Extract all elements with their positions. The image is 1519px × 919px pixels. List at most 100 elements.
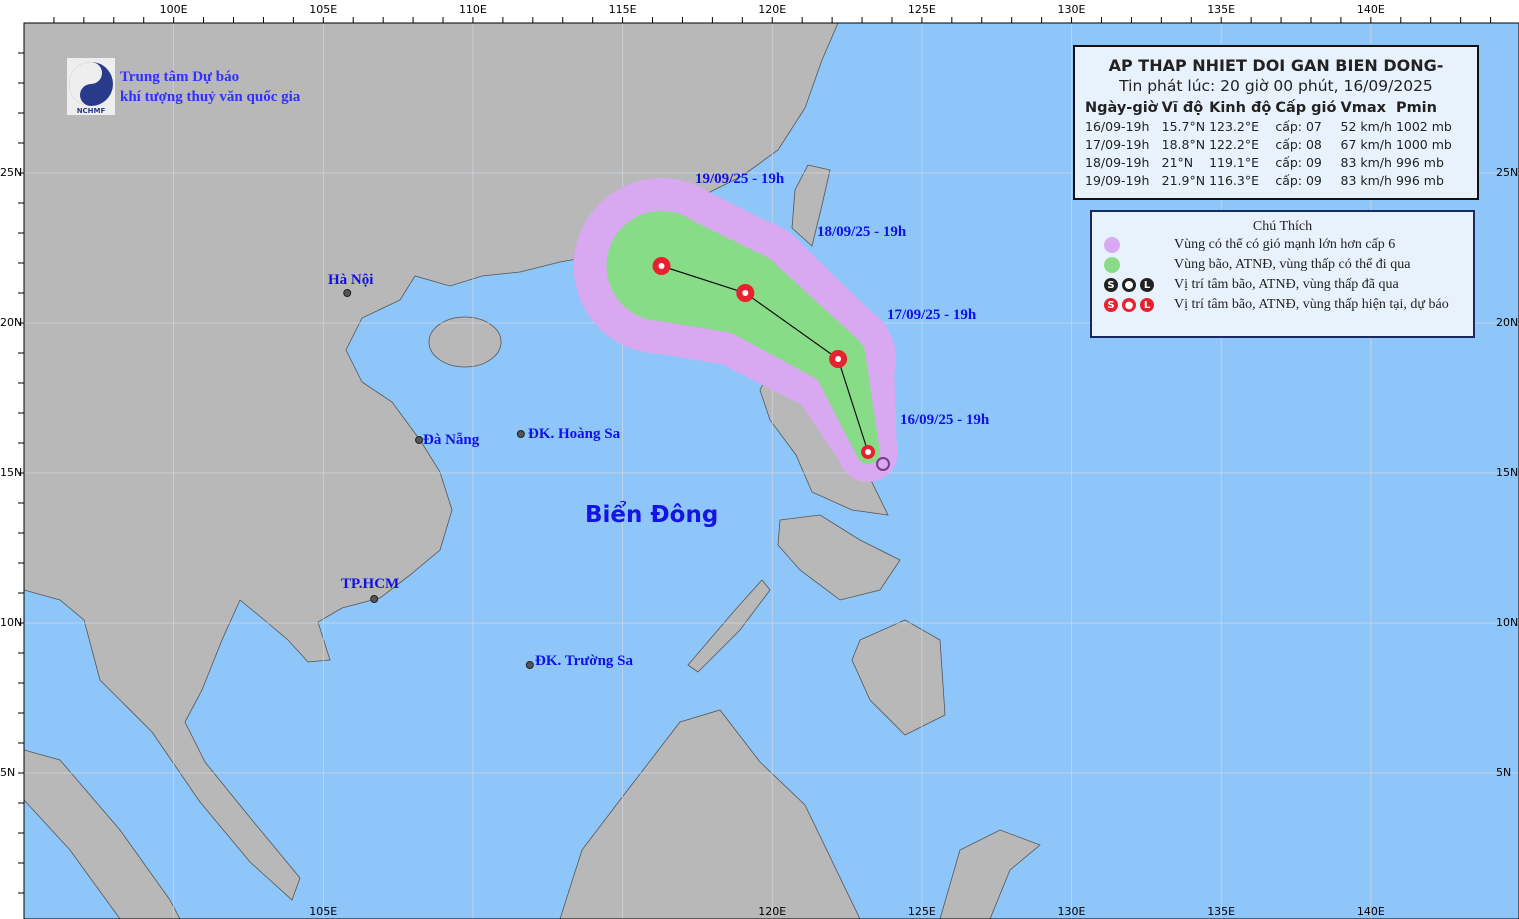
- legend-item-wind-area: Vùng có thể có gió mạnh lớn hơn cấp 6: [1092, 235, 1473, 255]
- axis-label: 15N: [1496, 466, 1519, 479]
- column-header: Vĩ độ: [1161, 100, 1204, 116]
- axis-label: 140E: [1356, 905, 1385, 918]
- table-cell: 19/09-19h: [1085, 173, 1150, 188]
- axis-label: 105E: [309, 3, 338, 16]
- axis-label: 20N: [0, 316, 23, 329]
- axis-label: 120E: [758, 905, 787, 918]
- axis-label: 15N: [0, 466, 23, 479]
- axis-label: 135E: [1207, 3, 1236, 16]
- green-dot-icon: [1104, 257, 1120, 273]
- table-row: 18/09-19h 21°N 119.1°E cấp: 09 83 km/h 996 mb: [1085, 154, 1456, 172]
- table-cell: 996 mb: [1395, 173, 1444, 188]
- legend-label: Vùng bão, ATNĐ, vùng thấp có thể đi qua: [1174, 257, 1411, 272]
- storm-track: [343, 257, 891, 669]
- table-cell: cấp: 07: [1275, 119, 1322, 134]
- map-frame: [23, 22, 1519, 919]
- column-header: Pmin: [1395, 100, 1437, 116]
- table-cell: 52 km/h: [1340, 119, 1392, 134]
- axis-label: 5N: [0, 766, 16, 779]
- legend-label: Vị trí tâm bão, ATNĐ, vùng thấp hiện tại…: [1174, 297, 1449, 312]
- organization-name: Trung tâm Dự báo khí tượng thuỷ văn quốc…: [120, 67, 300, 107]
- legend-item-forecast-positions: S ● L Vị trí tâm bão, ATNĐ, vùng thấp hiện …: [1092, 295, 1473, 315]
- table-cell: 21.9°N: [1161, 173, 1206, 188]
- axis-label: 130E: [1057, 905, 1086, 918]
- org-line1: Trung tâm Dự báo: [120, 69, 240, 85]
- table-row: 16/09-19h 15.7°N 123.2°E cấp: 07 52 km/h 1002…: [1085, 118, 1456, 136]
- land-hainan: [428, 316, 502, 368]
- land-borneo: [559, 709, 861, 919]
- table-cell: 15.7°N: [1161, 119, 1206, 134]
- typhoon-icon: S: [1104, 298, 1118, 312]
- axis-label: 140E: [1356, 3, 1385, 16]
- low-icon: L: [1140, 298, 1154, 312]
- table-cell: 122.2°E: [1209, 137, 1260, 152]
- axis-label: 130E: [1057, 3, 1086, 16]
- legend-box: Chú Thích Vùng có thể có gió mạnh lớn hơ…: [1090, 210, 1475, 338]
- past-position-icon: [876, 457, 891, 471]
- axis-label: 135E: [1207, 905, 1236, 918]
- bulletin-issued: Tin phát lúc: 20 giờ 00 phút, 16/09/2025: [1119, 77, 1433, 95]
- axis-label: 110E: [458, 3, 487, 16]
- legend-item-past-positions: S L Vị trí tâm bão, ATNĐ, vùng thấp đã qua: [1092, 275, 1473, 295]
- place-marker-icon: [516, 430, 525, 438]
- circle-icon: [1122, 278, 1136, 292]
- table-cell: 116.3°E: [1209, 173, 1260, 188]
- axis-label: 125E: [907, 3, 936, 16]
- low-icon: L: [1140, 278, 1154, 292]
- table-cell: 119.1°E: [1209, 155, 1260, 170]
- table-cell: cấp: 09: [1275, 155, 1322, 170]
- column-header: Kinh độ: [1209, 100, 1272, 116]
- table-cell: 1002 mb: [1395, 119, 1452, 134]
- axis-label: 125E: [907, 905, 936, 918]
- land-taiwan: [791, 164, 831, 247]
- legend-item-storm-area: Vùng bão, ATNĐ, vùng thấp có thể đi qua: [1092, 255, 1473, 275]
- axis-label: 20N: [1496, 316, 1519, 329]
- axis-ticks: [18, 17, 1492, 894]
- axis-label: 25N: [1496, 166, 1519, 179]
- place-label: TP.HCM: [341, 576, 400, 592]
- column-header: Vmax: [1340, 100, 1386, 116]
- table-cell: cấp: 08: [1275, 137, 1322, 152]
- place-label: Đà Nẵng: [423, 432, 480, 448]
- place-marker-icon: [343, 289, 352, 297]
- table-cell: 16/09-19h: [1085, 119, 1150, 134]
- legend-label: Vùng có thể có gió mạnh lớn hơn cấp 6: [1174, 237, 1396, 252]
- typhoon-icon: S: [1104, 278, 1118, 292]
- table-row: 19/09-19h 21.9°N 116.3°E cấp: 09 83 km/h 996 …: [1085, 172, 1456, 190]
- storm-info-box: AP THAP NHIET DOI GAN BIEN DONG- Tin phá…: [1073, 45, 1479, 200]
- axis-label: 115E: [608, 3, 637, 16]
- place-label: ĐK. Trường Sa: [535, 653, 634, 669]
- land-sulawesi: [939, 829, 1041, 919]
- axis-label: 10N: [1496, 616, 1519, 629]
- axis-label: 120E: [758, 3, 787, 16]
- place-label: ĐK. Hoàng Sa: [528, 426, 621, 442]
- table-row: 17/09-19h 18.8°N 122.2°E cấp: 08 67 km/h 1000…: [1085, 136, 1456, 154]
- legend-label: Vị trí tâm bão, ATNĐ, vùng thấp đã qua: [1174, 277, 1399, 292]
- table-cell: 18/09-19h: [1085, 155, 1150, 170]
- purple-dot-icon: [1104, 237, 1120, 253]
- table-cell: 67 km/h: [1340, 137, 1392, 152]
- org-line2: khí tượng thuỷ văn quốc gia: [120, 89, 301, 105]
- land-sumatra: [23, 749, 181, 919]
- place-label: Hà Nội: [328, 272, 374, 288]
- forecast-table: Ngày-giờ Vĩ độ Kinh độ Cấp gió Vmax Pmin 16/0…: [1085, 98, 1456, 190]
- forecast-time-label: 17/09/25 - 19h: [887, 307, 977, 323]
- bulletin-title: AP THAP NHIET DOI GAN BIEN DONG-: [1108, 56, 1444, 75]
- table-cell: 17/09-19h: [1085, 137, 1150, 152]
- table-cell: 996 mb: [1395, 155, 1444, 170]
- land-visayas: [777, 514, 901, 601]
- table-cell: 21°N: [1161, 155, 1194, 170]
- sea-name-label: Biển Đông: [585, 502, 719, 528]
- forecast-time-label: 18/09/25 - 19h: [817, 224, 907, 240]
- place-marker-icon: [370, 595, 379, 603]
- axis-label: 105E: [309, 905, 338, 918]
- axis-label: 5N: [1496, 766, 1512, 779]
- table-cell: 83 km/h: [1340, 173, 1392, 188]
- table-cell: 83 km/h: [1340, 155, 1392, 170]
- legend-title: Chú Thích: [1252, 219, 1313, 234]
- axis-label: 100E: [159, 3, 188, 16]
- nchmf-logo: NCHMF: [67, 58, 115, 115]
- table-cell: 18.8°N: [1161, 137, 1206, 152]
- forecast-time-label: 19/09/25 - 19h: [695, 171, 785, 187]
- svg-text:NCHMF: NCHMF: [77, 107, 106, 115]
